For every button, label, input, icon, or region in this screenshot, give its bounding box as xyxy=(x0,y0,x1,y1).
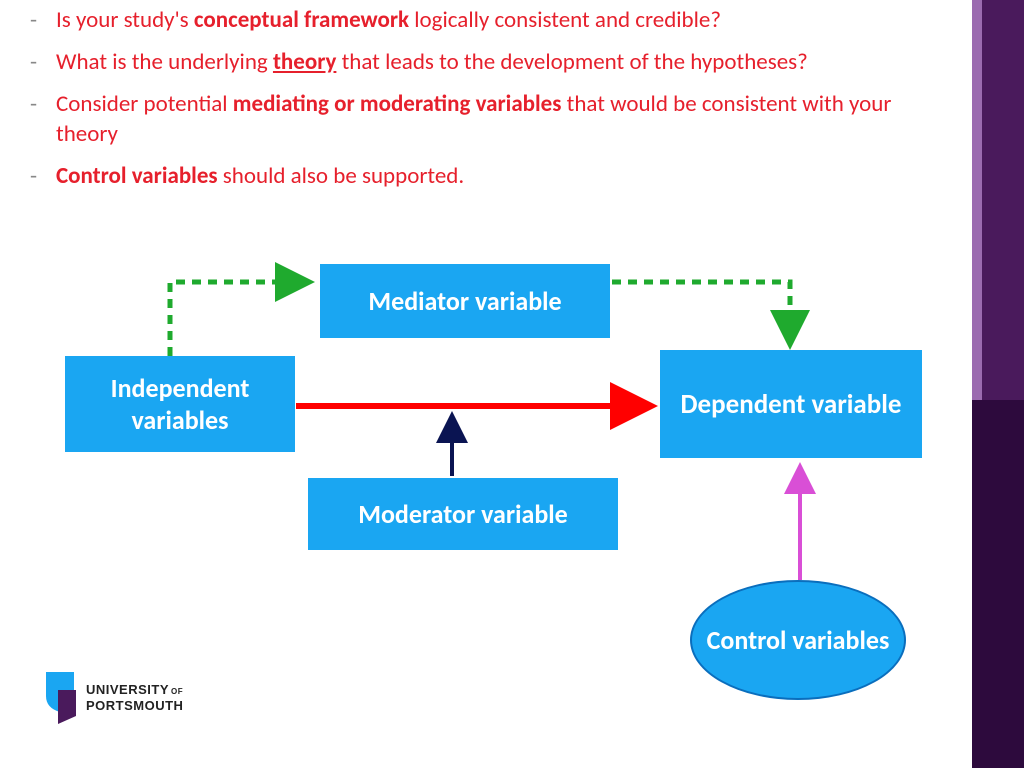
label: Moderator variable xyxy=(358,498,568,530)
label: Dependent variable xyxy=(681,388,902,421)
box-dependent: Dependent variable xyxy=(660,350,922,458)
bullet-4: Control variables should also be support… xyxy=(30,162,930,192)
box-independent: Independent variables xyxy=(65,356,295,452)
text-bold-underline: theory xyxy=(273,48,336,76)
box-moderator: Moderator variable xyxy=(308,478,618,550)
text-bold: Control variables xyxy=(56,162,218,190)
text: should also be supported. xyxy=(218,162,465,190)
bullet-2: What is the underlying theory that leads… xyxy=(30,48,930,78)
bullet-list: Is your study's conceptual framework log… xyxy=(30,6,930,203)
logo-line2: PORTSMOUTH xyxy=(86,698,183,713)
box-mediator: Mediator variable xyxy=(320,264,610,338)
university-logo: UNIVERSITYOF PORTSMOUTH xyxy=(40,668,240,728)
label: Independent variables xyxy=(75,372,285,436)
text: What is the underlying xyxy=(56,48,273,76)
side-stripe-bottom xyxy=(972,400,1024,768)
label: Control variables xyxy=(707,624,890,656)
text: Is your study's xyxy=(56,6,194,34)
logo-accent-icon xyxy=(58,690,76,724)
text: Consider potential xyxy=(56,90,233,118)
text: that leads to the development of the hyp… xyxy=(336,48,807,76)
bullet-3: Consider potential mediating or moderati… xyxy=(30,90,930,150)
logo-line1: UNIVERSITYOF xyxy=(86,682,183,697)
slide: { "bullets": [ { "pre": "Is your study's… xyxy=(0,0,1024,768)
ellipse-control: Control variables xyxy=(690,580,906,700)
text-bold: conceptual framework xyxy=(194,6,409,34)
bullet-1: Is your study's conceptual framework log… xyxy=(30,6,930,36)
arrow-iv-to-mediator xyxy=(170,282,310,356)
text-bold: mediating or moderating variables xyxy=(233,90,562,118)
label: Mediator variable xyxy=(368,285,561,317)
text: logically consistent and credible? xyxy=(409,6,721,34)
arrow-mediator-to-dv xyxy=(612,282,790,345)
